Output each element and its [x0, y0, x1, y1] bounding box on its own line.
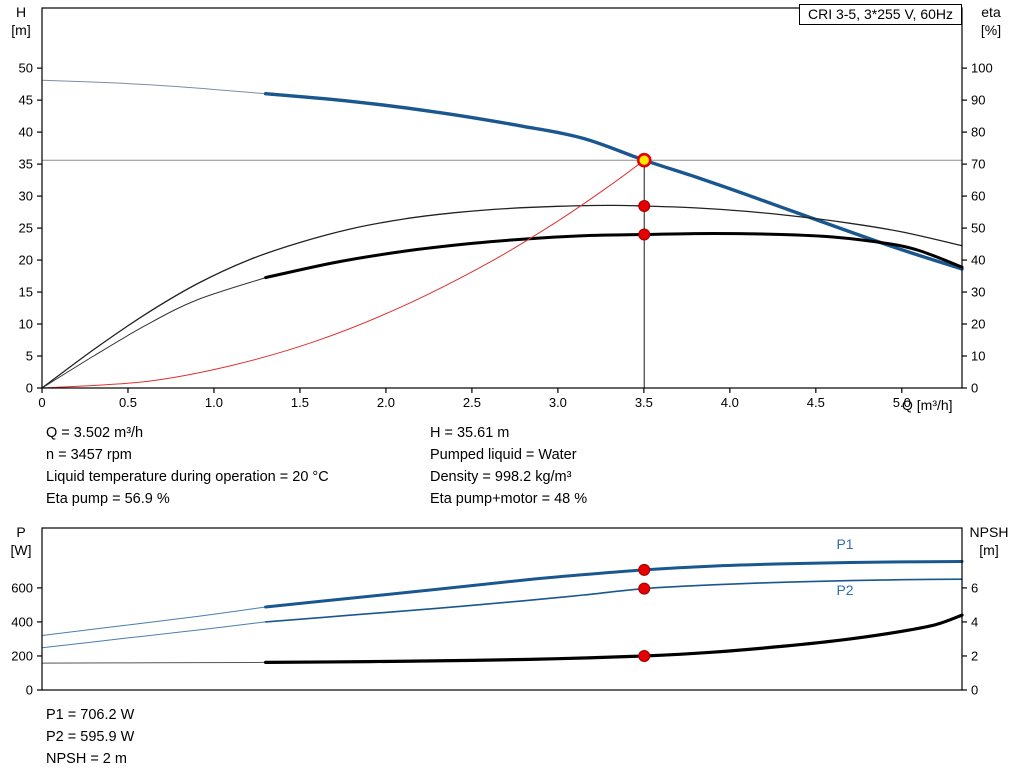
right-tick-label: 30 — [971, 285, 985, 300]
power-npsh-chart-frame — [41, 527, 963, 691]
info-p1: P1 = 706.2 W — [46, 707, 135, 723]
info-eta-pump-motor: Eta pump+motor = 48 % — [430, 491, 588, 507]
head-axis-label: H [m] — [0, 3, 42, 39]
npsh-axis-symbol: NPSH — [969, 524, 1009, 540]
left-tick-label: 10 — [19, 317, 33, 332]
flow-axis-unit: Q [m³/h] — [902, 397, 953, 413]
left-tick-label: 400 — [11, 614, 33, 629]
right-tick-label: 20 — [971, 317, 985, 332]
right-tick-label: 6 — [971, 580, 978, 595]
left-tick-label: 5 — [26, 349, 33, 364]
x-tick-label: 1.0 — [205, 395, 223, 410]
duty-point — [636, 152, 652, 168]
info-liquid-temperature: Liquid temperature during operation = 20… — [46, 469, 329, 485]
head-axis-symbol: H — [15, 4, 27, 20]
info-eta-pump: Eta pump = 56.9 % — [46, 491, 170, 507]
right-tick-label: 50 — [971, 221, 985, 236]
info-speed: n = 3457 rpm — [46, 447, 132, 463]
eta-axis-unit: [%] — [980, 22, 1002, 38]
p1-curve — [264, 560, 964, 609]
power-axis-label: P [W] — [0, 523, 42, 559]
info-head: H = 35.61 m — [430, 425, 510, 441]
info-flow: Q = 3.502 m³/h — [46, 425, 144, 441]
eta-pump-duty-dot — [638, 199, 651, 212]
right-tick-label: 10 — [971, 349, 985, 364]
info-npsh: NPSH = 2 m — [46, 751, 127, 767]
left-tick-label: 15 — [19, 285, 33, 300]
eta-axis-symbol: eta — [981, 4, 1001, 20]
head-curve — [263, 92, 964, 271]
p1-curve-lead — [41, 606, 267, 636]
p2-duty-dot — [638, 582, 651, 595]
eta-axis-label: eta [%] — [962, 3, 1020, 39]
duty-info-right-column: H = 35.61 m Pumped liquid = Water Densit… — [430, 422, 587, 510]
right-tick-label: 40 — [971, 253, 985, 268]
head-curve-lead — [41, 79, 267, 95]
npsh-curve — [264, 613, 964, 664]
x-tick-label: 2.5 — [463, 395, 481, 410]
x-tick-label: 2.0 — [377, 395, 395, 410]
npsh-curve-lead — [41, 661, 267, 664]
x-tick-label: 0 — [38, 395, 45, 410]
left-tick-label: 200 — [11, 648, 33, 663]
eta-pump-curve — [41, 204, 963, 389]
x-tick-label: 4.0 — [721, 395, 739, 410]
power-npsh-chart: 0 200 400 600 0 2 4 6 P1 P2 — [11, 527, 978, 698]
left-tick-label: 50 — [19, 61, 33, 76]
system-curve — [41, 159, 645, 389]
x-tick-label: 0.5 — [119, 395, 137, 410]
duty-info-left-column: Q = 3.502 m³/h n = 3457 rpm Liquid tempe… — [46, 422, 329, 510]
left-tick-label: 30 — [19, 189, 33, 204]
left-tick-label: 40 — [19, 125, 33, 140]
power-info-column: P1 = 706.2 W P2 = 595.9 W NPSH = 2 m — [46, 704, 134, 770]
hq-eta-chart-frame — [41, 7, 963, 389]
p2-curve-lead — [41, 621, 267, 649]
eta-pump-motor-lead — [41, 277, 267, 389]
right-tick-label: 80 — [971, 125, 985, 140]
right-tick-label: 4 — [971, 614, 978, 629]
p2-label: P2 — [836, 582, 853, 598]
info-pumped-liquid: Pumped liquid = Water — [430, 447, 577, 463]
npsh-axis-unit: [m] — [979, 542, 999, 558]
npsh-duty-dot — [638, 649, 651, 662]
eta-pump-motor-curve — [264, 231, 964, 280]
left-tick-label: 25 — [19, 221, 33, 236]
head-axis-unit: [m] — [11, 22, 31, 38]
x-tick-label: 1.5 — [291, 395, 309, 410]
power-axis-symbol: P — [16, 524, 26, 540]
npsh-axis-label: NPSH [m] — [956, 523, 1022, 559]
p1-label: P1 — [836, 536, 853, 552]
right-tick-label: 100 — [971, 61, 993, 76]
hq-eta-chart: 0 5 10 15 20 25 30 35 40 45 50 0 10 20 30 40 50 60 70 80 90 1… — [19, 7, 993, 410]
left-tick-label: 600 — [11, 580, 33, 595]
right-tick-label: 0 — [971, 381, 978, 396]
x-tick-label: 5.0 — [893, 395, 911, 410]
right-tick-label: 2 — [971, 648, 978, 663]
info-p2: P2 = 595.9 W — [46, 729, 135, 745]
left-tick-label: 0 — [26, 683, 33, 698]
p1-duty-dot — [638, 563, 651, 576]
left-tick-label: 0 — [26, 381, 33, 396]
x-tick-label: 4.5 — [807, 395, 825, 410]
pump-title-box: CRI 3-5, 3*255 V, 60Hz — [798, 4, 962, 25]
right-tick-label: 70 — [971, 157, 985, 172]
p2-curve — [264, 578, 963, 623]
info-density: Density = 998.2 kg/m³ — [430, 469, 572, 485]
eta-pump-motor-duty-dot — [638, 228, 651, 241]
x-tick-label: 3.5 — [635, 395, 653, 410]
power-axis-unit: [W] — [10, 542, 32, 558]
right-tick-label: 60 — [971, 189, 985, 204]
x-tick-label: 3.0 — [549, 395, 567, 410]
right-tick-label: 90 — [971, 93, 985, 108]
left-tick-label: 20 — [19, 253, 33, 268]
left-tick-label: 35 — [19, 157, 33, 172]
right-tick-label: 0 — [971, 683, 978, 698]
left-tick-label: 45 — [19, 93, 33, 108]
